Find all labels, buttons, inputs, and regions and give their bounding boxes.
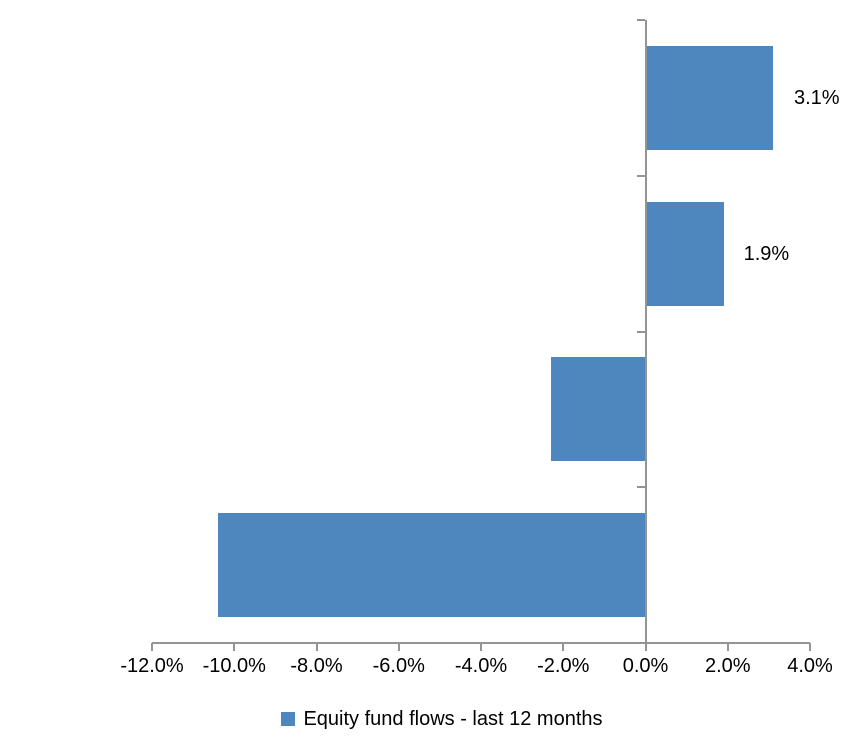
category-axis-tick [636, 330, 645, 333]
x-axis-tick [480, 643, 482, 651]
data-label: 1.9% [743, 242, 790, 265]
legend-label: Equity fund flows - last 12 months [303, 708, 603, 730]
category-axis-line [644, 20, 647, 651]
value-axis-line [152, 642, 810, 644]
x-axis-tick [562, 643, 565, 651]
bar-europe-ex-uk [550, 357, 646, 462]
x-axis-tick-label: -6.0% [372, 655, 425, 677]
data-label: 3.1% [793, 86, 840, 109]
x-axis-tick-label: -4.0% [454, 655, 508, 677]
x-axis-tick [809, 643, 811, 651]
category-axis-tick [636, 174, 645, 177]
x-axis-tick [233, 643, 236, 651]
x-axis-tick-label: 4.0% [787, 655, 833, 677]
chart-legend: Equity fund flows - last 12 months [0, 707, 852, 731]
category-axis-tick [636, 19, 645, 21]
x-axis-tick-label: -12.0% [120, 655, 184, 677]
bar-uk [217, 513, 646, 618]
x-axis-tick [397, 643, 400, 651]
x-axis-tick-label: 0.0% [622, 655, 669, 677]
bar-us [645, 45, 773, 150]
x-axis-tick-label: -10.0% [202, 655, 266, 677]
x-axis-tick [151, 643, 153, 651]
x-axis-tick-label: -8.0% [290, 655, 343, 677]
x-axis-tick [315, 643, 318, 651]
x-axis-tick-label: 2.0% [704, 655, 751, 677]
x-axis-tick [726, 643, 729, 651]
legend-marker-square-icon [281, 712, 296, 726]
category-axis-tick [636, 486, 645, 489]
bar-japan [645, 201, 724, 306]
x-axis-tick-label: -2.0% [537, 655, 590, 677]
legend-entry: Equity fund flows - last 12 months [281, 707, 603, 731]
